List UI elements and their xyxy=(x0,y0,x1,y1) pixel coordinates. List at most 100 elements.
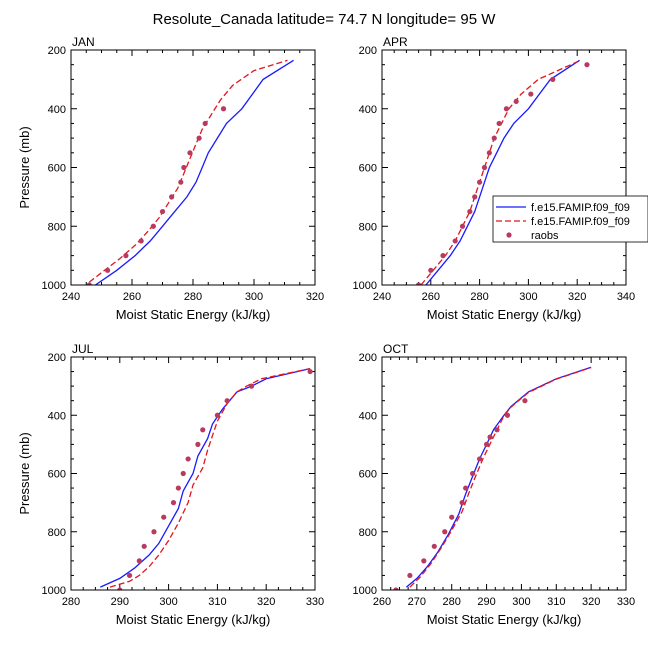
x-tick-label: 290 xyxy=(477,596,495,608)
x-tick-label: 310 xyxy=(547,596,565,608)
raobs-point xyxy=(136,558,142,564)
raobs-point xyxy=(126,572,133,579)
x-tick-label: 320 xyxy=(568,291,586,303)
model-line-solid xyxy=(100,367,311,588)
model-line-dashed xyxy=(109,367,311,588)
y-tick-label: 200 xyxy=(359,45,377,57)
raobs-point xyxy=(494,427,500,433)
model-line-solid xyxy=(405,366,592,588)
x-tick-label: 280 xyxy=(62,596,80,608)
raobs-point xyxy=(428,267,434,273)
y-tick-label: 400 xyxy=(48,410,66,422)
y-axis-label: Pressure (mb) xyxy=(17,126,32,208)
raobs-point xyxy=(200,427,206,433)
raobs-point xyxy=(170,500,177,506)
chart-panel-jan: JAN 240 260 280 300 320 200 400 600 800 1000 Moist … xyxy=(17,35,324,322)
x-tick-label: 260 xyxy=(422,291,440,303)
panel-data xyxy=(416,59,590,285)
y-tick-label: 800 xyxy=(359,527,377,539)
raobs-point xyxy=(196,135,202,141)
raobs-point xyxy=(86,282,92,285)
legend-marker-raobs xyxy=(506,232,512,238)
raobs-point xyxy=(214,412,220,418)
x-tick-label: 340 xyxy=(617,291,635,303)
x-tick-label: 240 xyxy=(62,291,80,303)
chart-panel-apr: APR 240 260 280 300 320 340 200 400 600 800 1000 Moi… xyxy=(353,35,636,322)
y-tick-label: 200 xyxy=(359,352,377,364)
raobs-point xyxy=(483,441,490,447)
raobs-point xyxy=(421,558,427,564)
y-tick-label: 400 xyxy=(359,104,377,116)
raobs-point xyxy=(481,164,488,171)
raobs-point xyxy=(491,135,497,141)
raobs-point xyxy=(224,398,230,404)
raobs-point xyxy=(452,238,458,244)
raobs-point xyxy=(440,253,446,259)
x-tick-label: 280 xyxy=(184,291,202,303)
panel-frame xyxy=(70,356,316,591)
y-tick-label: 400 xyxy=(359,410,377,422)
raobs-point xyxy=(141,543,147,549)
raobs-point xyxy=(187,150,193,156)
x-tick-label: 300 xyxy=(512,596,530,608)
x-tick-label: 320 xyxy=(257,596,275,608)
raobs-point xyxy=(550,76,556,82)
raobs-point xyxy=(584,62,590,68)
raobs-point xyxy=(459,223,466,229)
raobs-point xyxy=(185,456,191,462)
legend: f.e15.FAMIP.f09_f09 f.e15.FAMIP.f09_f09ra… xyxy=(492,195,648,243)
raobs-point xyxy=(105,267,111,273)
raobs-point xyxy=(486,150,492,156)
raobs-point xyxy=(477,179,483,185)
x-tick-label: 280 xyxy=(470,291,488,303)
raobs-point xyxy=(169,194,175,200)
panel-title: JAN xyxy=(72,35,95,49)
panel-frame xyxy=(70,49,316,286)
y-tick-label: 1000 xyxy=(42,585,66,597)
x-tick-label: 290 xyxy=(111,596,129,608)
raobs-point xyxy=(431,543,437,549)
model-line-dashed xyxy=(88,59,288,283)
raobs-point xyxy=(467,208,473,215)
raobs-point xyxy=(513,98,519,105)
raobs-point xyxy=(161,514,167,520)
raobs-point xyxy=(393,587,399,590)
x-axis-label: Moist Static Energy (kJ/kg) xyxy=(427,612,582,627)
raobs-point xyxy=(487,434,493,440)
raobs-point xyxy=(195,441,201,447)
raobs-point xyxy=(449,514,455,520)
raobs-point xyxy=(202,120,208,127)
legend-label: f.e15.FAMIP.f09_f09 xyxy=(531,216,630,228)
x-tick-label: 260 xyxy=(373,596,391,608)
x-tick-label: 320 xyxy=(582,596,600,608)
raobs-point xyxy=(178,179,184,185)
y-axis-label: Pressure (mb) xyxy=(17,432,32,514)
y-tick-label: 1000 xyxy=(353,585,377,597)
model-line-solid xyxy=(425,59,580,285)
raobs-point xyxy=(150,223,156,229)
legend-label: raobs xyxy=(531,230,559,242)
x-axis-label: Moist Static Energy (kJ/kg) xyxy=(116,612,271,627)
y-tick-label: 600 xyxy=(359,163,377,175)
chart-panel-jul: JUL 280 290 300 310 320 330 200 400 600 800 1000 Moi… xyxy=(17,342,324,627)
raobs-point xyxy=(459,500,465,506)
y-tick-label: 800 xyxy=(359,221,377,233)
raobs-point xyxy=(307,368,313,375)
x-tick-label: 270 xyxy=(408,596,426,608)
x-tick-label: 280 xyxy=(443,596,461,608)
x-tick-label: 300 xyxy=(519,291,537,303)
raobs-point xyxy=(117,587,123,590)
raobs-point xyxy=(181,164,187,171)
y-tick-label: 800 xyxy=(48,221,66,233)
legend-label: f.e15.FAMIP.f09_f09 xyxy=(531,202,630,214)
x-tick-label: 240 xyxy=(373,291,391,303)
figure-title: Resolute_Canada latitude= 74.7 N longitu… xyxy=(153,11,497,28)
y-tick-label: 400 xyxy=(48,104,66,116)
panel-title: APR xyxy=(383,35,408,49)
x-tick-label: 320 xyxy=(306,291,324,303)
raobs-point xyxy=(496,120,502,127)
raobs-point xyxy=(151,529,157,535)
panel-title: JUL xyxy=(72,342,94,356)
raobs-point xyxy=(159,208,166,215)
